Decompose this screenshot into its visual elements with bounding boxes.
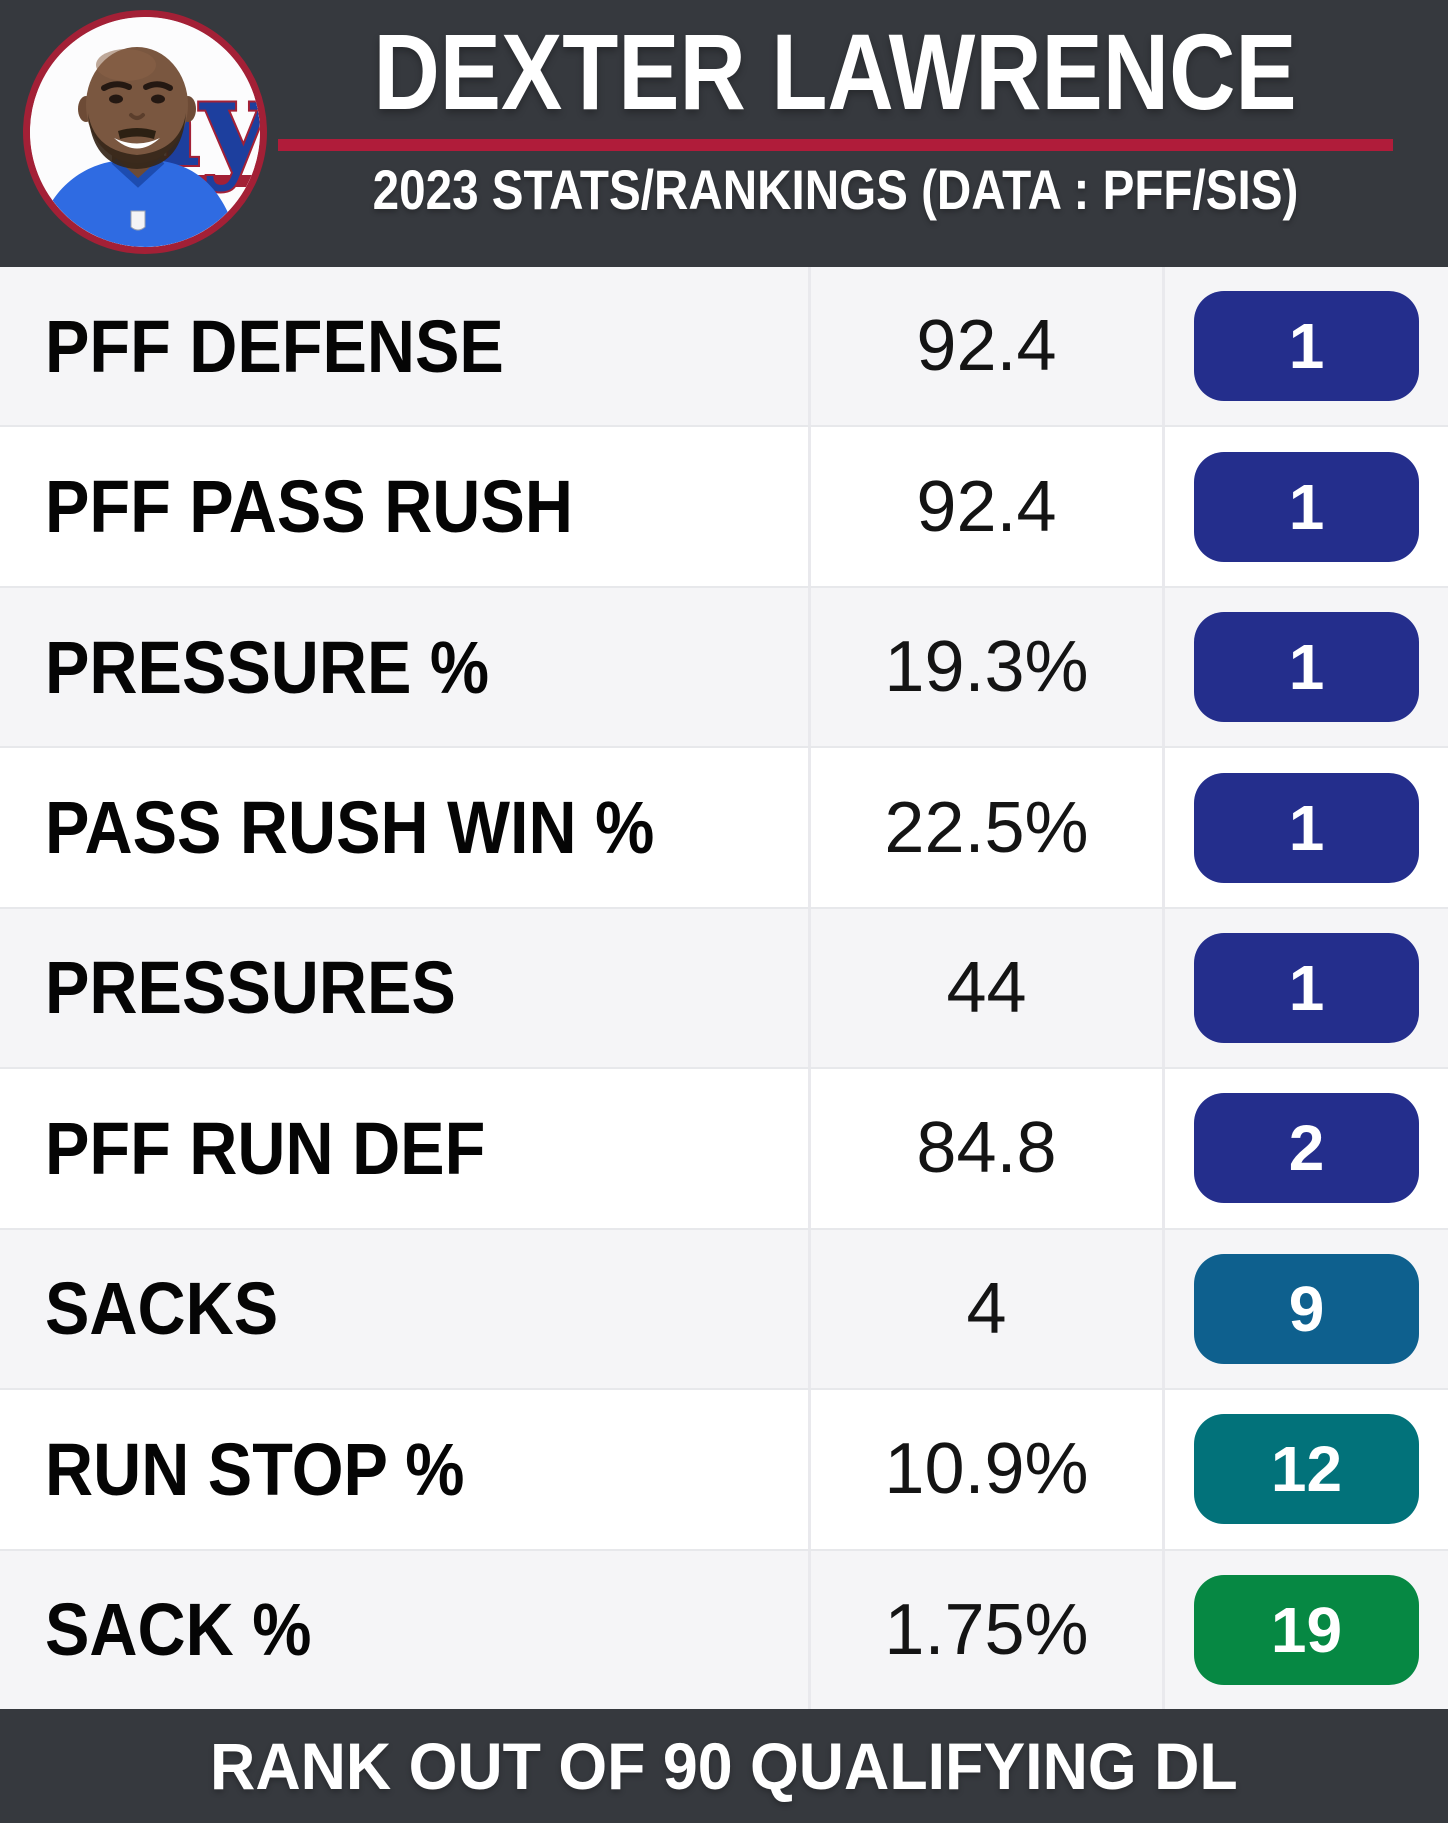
table-row: PFF DEFENSE 92.4 1 (0, 267, 1448, 428)
stat-value: 1.75% (808, 1550, 1165, 1709)
table-row: SACKS 4 9 (0, 1229, 1448, 1391)
footer-note: RANK OUT OF 90 QUALIFYING DL (0, 1709, 1448, 1823)
rank-badge: 9 (1194, 1253, 1419, 1364)
stat-value: 84.8 (808, 1069, 1165, 1228)
accent-divider (278, 139, 1393, 151)
stat-value: 92.4 (808, 427, 1165, 586)
rank-badge: 12 (1194, 1414, 1419, 1525)
table-row: PRESSURE % 19.3% 1 (0, 587, 1448, 749)
stat-value: 4 (808, 1229, 1165, 1389)
table-row: PASS RUSH WIN % 22.5% 1 (0, 748, 1448, 909)
nfl-shield (130, 210, 146, 231)
stat-label: PFF PASS RUSH (45, 465, 573, 549)
jersey (34, 161, 240, 247)
stat-label: SACK % (45, 1588, 312, 1672)
stat-value: 22.5% (808, 748, 1165, 907)
table-row: PFF RUN DEF 84.8 2 (0, 1069, 1448, 1230)
rank-badge: 1 (1194, 932, 1419, 1043)
rank-badge: 1 (1194, 291, 1419, 402)
table-row: SACK % 1.75% 19 (0, 1550, 1448, 1709)
page-subtitle: 2023 STATS/RANKINGS (DATA : PFF/SIS) (372, 157, 1299, 221)
table-row: RUN STOP % 10.9% 12 (0, 1390, 1448, 1551)
rank-badge: 19 (1194, 1574, 1419, 1685)
rank-badge: 1 (1194, 451, 1419, 562)
stat-value: 10.9% (808, 1390, 1165, 1549)
stat-label: SACKS (45, 1267, 279, 1351)
player-photo-illustration: ny (30, 17, 260, 247)
player-avatar: ny (23, 10, 267, 254)
rank-badge: 1 (1194, 612, 1419, 723)
stat-value: 44 (808, 908, 1165, 1068)
stat-value: 92.4 (808, 267, 1165, 426)
stat-label: PRESSURE % (45, 625, 490, 709)
rank-badge: 2 (1194, 1093, 1419, 1204)
stat-label: PRESSURES (45, 946, 456, 1030)
rank-badge: 1 (1194, 772, 1419, 883)
stat-label: PFF DEFENSE (45, 304, 504, 388)
table-row: PRESSURES 44 1 (0, 908, 1448, 1070)
stat-label: PASS RUSH WIN % (45, 786, 655, 870)
header-banner: ny (0, 0, 1448, 267)
stat-label: PFF RUN DEF (45, 1106, 486, 1190)
stat-value: 19.3% (808, 587, 1165, 747)
table-row: PFF PASS RUSH 92.4 1 (0, 427, 1448, 588)
stat-label: RUN STOP % (45, 1427, 465, 1511)
beard (88, 113, 186, 169)
page-title: DEXTER LAWRENCE (373, 11, 1298, 132)
smile (114, 138, 160, 149)
stats-table: PFF DEFENSE 92.4 1 PFF PASS RUSH 92.4 1 … (0, 267, 1448, 1709)
